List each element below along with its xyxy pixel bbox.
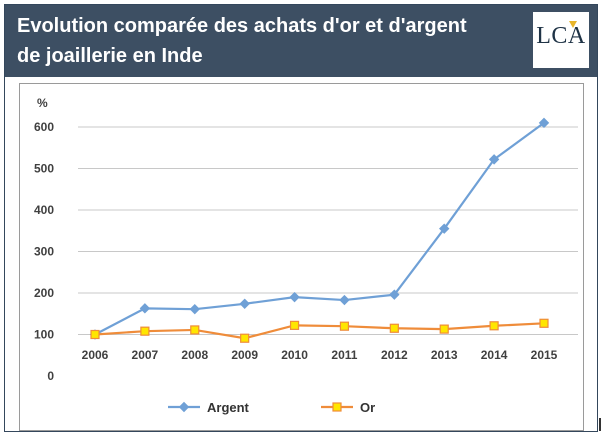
argent-point (339, 294, 350, 306)
x-tick-label: 2009 (231, 348, 258, 362)
lca-logo: LCA (533, 12, 589, 68)
y-tick-label: 600 (34, 120, 54, 134)
x-tick-label: 2007 (132, 348, 159, 362)
y-tick-label: 0 (47, 369, 54, 383)
argent-point (439, 223, 450, 234)
x-tick-label: 2010 (281, 348, 308, 362)
or-point (389, 323, 399, 333)
or-point (90, 329, 100, 340)
or-point (289, 320, 300, 330)
y-tick-label: 100 (34, 328, 54, 342)
legend: Argent Or (168, 400, 375, 415)
x-tick-label: 2008 (181, 348, 208, 362)
argent-point (178, 401, 190, 413)
or-point (140, 326, 150, 336)
legend-label: Argent (207, 400, 250, 415)
argent-line (94, 121, 545, 336)
logo-accent-icon (569, 21, 577, 28)
or-point (240, 333, 250, 343)
or-point (439, 324, 449, 334)
chart-area: 0 100 200 300 400 500 600 % 2006 2007 2008 2009 20… (19, 83, 584, 431)
chart-title-line-2: de joaillerie en Inde (17, 45, 203, 67)
y-axis-ticks: 0 100 200 300 400 500 600 (34, 120, 54, 383)
or-point (339, 321, 350, 331)
legend-label: Or (360, 400, 375, 415)
x-tick-label: 2006 (82, 348, 109, 362)
or-point (539, 318, 549, 328)
x-tick-label: 2013 (431, 348, 458, 362)
gridlines (78, 126, 578, 335)
x-tick-label: 2012 (381, 348, 408, 362)
y-axis-label: % (37, 96, 48, 110)
argent-point (538, 117, 550, 129)
or-line (94, 322, 545, 340)
logo-text: LCA (536, 23, 586, 49)
title-banner: Evolution comparée des achats d'or et d'… (5, 5, 597, 77)
x-tick-label: 2011 (331, 348, 357, 362)
argent-point (139, 303, 151, 314)
y-tick-label: 300 (34, 245, 54, 259)
x-tick-label: 2015 (531, 348, 558, 362)
or-point (190, 325, 200, 335)
chart-title-line-1: Evolution comparée des achats d'or et d'… (17, 15, 467, 37)
argent-point (289, 291, 300, 303)
or-point (332, 402, 342, 412)
or-point (489, 321, 499, 331)
y-tick-label: 500 (34, 162, 54, 176)
y-tick-label: 400 (34, 203, 54, 217)
argent-point (488, 154, 500, 165)
y-tick-label: 200 (34, 286, 54, 300)
figure-frame: Evolution comparée des achats d'or et d'… (4, 4, 598, 432)
argent-point (239, 298, 250, 309)
argent-point (389, 289, 400, 300)
x-axis-ticks: 2006 2007 2008 2009 2010 2011 2012 2013 2014 2015 (82, 348, 558, 362)
series (89, 117, 550, 343)
argent-point (189, 303, 200, 315)
x-tick-label: 2014 (481, 348, 508, 362)
edge-mark (599, 418, 601, 431)
